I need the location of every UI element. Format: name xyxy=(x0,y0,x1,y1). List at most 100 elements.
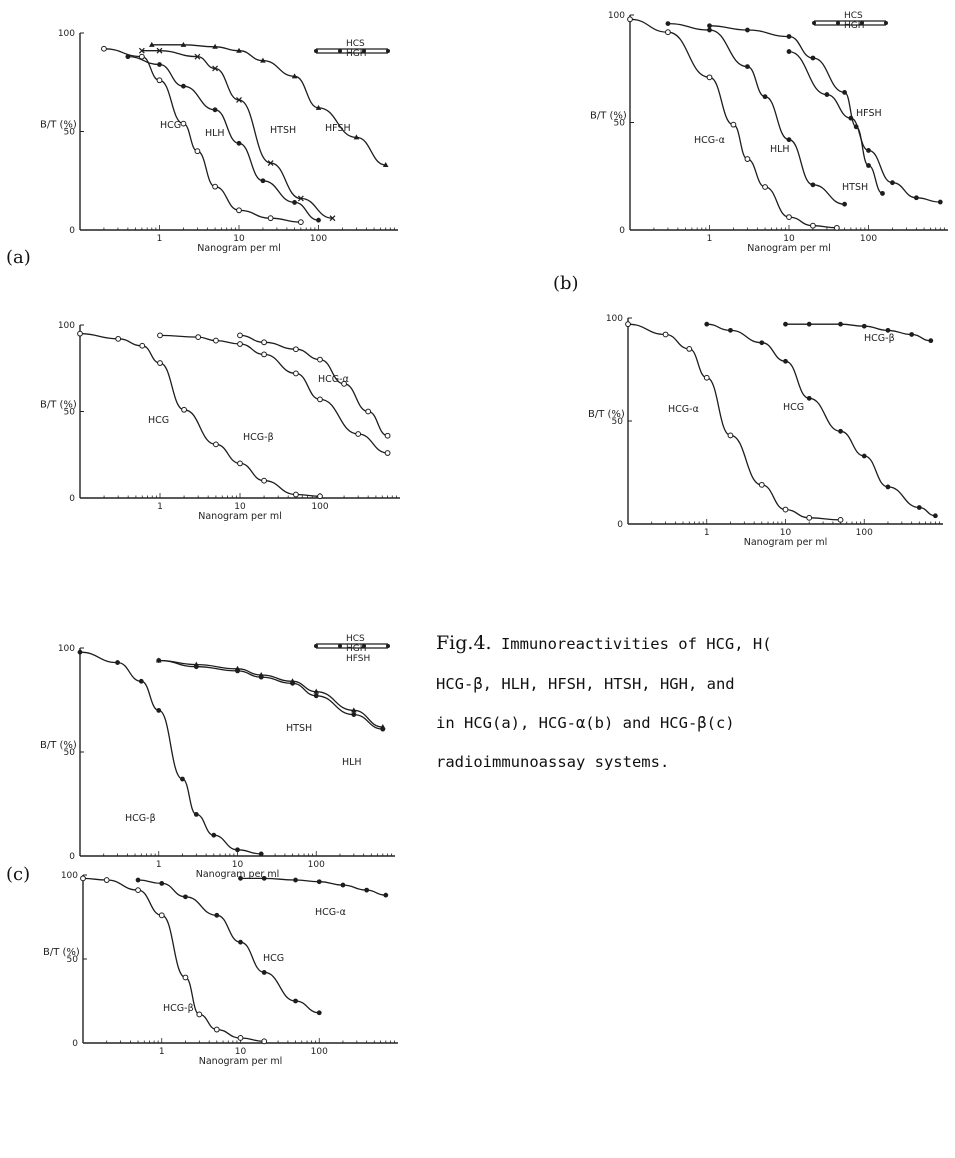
y-tick-label: 100 xyxy=(58,644,75,654)
data-point xyxy=(786,49,792,54)
data-point xyxy=(703,374,710,381)
y-tick-label: 0 xyxy=(617,520,623,530)
data-point xyxy=(212,107,218,113)
data-point xyxy=(212,65,218,72)
data-point xyxy=(193,812,199,817)
y-tick-label: 0 xyxy=(72,1039,78,1049)
series-hcg: HCG xyxy=(704,321,938,519)
caption-figure-number: Fig.4. xyxy=(436,632,492,654)
series-label: HCG-α xyxy=(315,907,346,918)
data-point xyxy=(237,460,243,467)
x-tick-label: 100 xyxy=(856,528,873,538)
data-point xyxy=(810,222,816,229)
data-point xyxy=(193,664,199,670)
data-point xyxy=(810,55,816,61)
data-point xyxy=(317,493,323,500)
y-tick-label: 100 xyxy=(58,321,75,331)
data-point xyxy=(842,201,847,207)
data-point xyxy=(267,160,274,166)
series-label: HTSH xyxy=(842,182,868,193)
series-label: HFSH xyxy=(325,123,351,134)
data-point xyxy=(182,974,189,981)
data-point xyxy=(728,327,733,333)
series-hcg-alpha: HCG-α xyxy=(237,332,391,439)
x-tick-label: 100 xyxy=(311,502,328,512)
legend-marker xyxy=(386,644,390,648)
data-point xyxy=(353,134,360,140)
data-point xyxy=(103,877,110,883)
data-point xyxy=(744,156,751,162)
data-point xyxy=(115,335,122,342)
data-point xyxy=(238,875,243,881)
data-point xyxy=(707,23,712,29)
data-point xyxy=(890,180,895,186)
data-point xyxy=(837,516,844,523)
data-point xyxy=(194,148,201,155)
panel-label-a: (a) xyxy=(6,247,31,268)
series-label: HTSH xyxy=(286,723,312,734)
data-point xyxy=(848,115,854,121)
data-point xyxy=(706,74,713,81)
data-point xyxy=(157,332,163,339)
legend-line xyxy=(316,643,388,649)
y-tick-label: 100 xyxy=(606,314,623,324)
data-point xyxy=(782,506,789,513)
data-point xyxy=(260,57,266,63)
data-point xyxy=(180,776,185,782)
data-point xyxy=(236,207,242,214)
data-point xyxy=(293,877,298,883)
data-point xyxy=(297,195,304,202)
data-point xyxy=(627,16,633,23)
y-axis-label: B/T (%) xyxy=(40,120,77,131)
data-point xyxy=(135,887,141,894)
series-line xyxy=(137,879,320,1014)
series-hcg-alpha: HCG-α xyxy=(238,875,389,918)
y-tick-label: 0 xyxy=(69,494,75,504)
x-axis-label: Nanogram per ml xyxy=(747,243,831,254)
series-label: HCG-α xyxy=(694,135,725,146)
data-point xyxy=(317,396,323,403)
data-point xyxy=(157,62,162,67)
series-label: HCG-α xyxy=(668,404,699,415)
y-tick-label: 50 xyxy=(614,119,626,129)
series-hcg-alpha: HCG-α xyxy=(627,16,840,231)
data-point xyxy=(707,27,712,33)
legend-label: HCS xyxy=(346,634,365,644)
data-point xyxy=(290,680,295,686)
data-point xyxy=(261,339,267,346)
y-tick-label: 0 xyxy=(619,226,625,236)
y-tick-label: 50 xyxy=(67,955,79,965)
series-label: HLH xyxy=(342,757,362,768)
series-line xyxy=(141,50,333,219)
data-point xyxy=(786,34,792,39)
data-point xyxy=(329,215,336,222)
data-point xyxy=(115,660,120,665)
data-point xyxy=(727,432,734,439)
y-tick-label: 0 xyxy=(69,226,75,236)
data-point xyxy=(783,321,788,327)
x-tick-label: 100 xyxy=(308,860,325,870)
data-point xyxy=(806,321,812,327)
legend-marker xyxy=(314,49,318,53)
data-point xyxy=(810,182,816,188)
data-point xyxy=(380,726,386,732)
data-point xyxy=(293,370,299,377)
data-point xyxy=(101,45,107,52)
data-point xyxy=(842,90,847,95)
data-point xyxy=(786,137,792,143)
series-label: HCG xyxy=(148,415,169,426)
y-tick-label: 100 xyxy=(608,11,625,21)
data-point xyxy=(806,395,812,401)
data-point xyxy=(662,331,669,338)
data-point xyxy=(77,649,83,655)
series-line xyxy=(627,323,841,521)
data-point xyxy=(313,688,320,694)
data-point xyxy=(236,47,242,53)
data-point xyxy=(316,217,321,223)
chart-b1: 100 50 0 1 10 100 Nanogram per ml B/T (%) HCG-α H… xyxy=(590,11,948,254)
series-label: HLH xyxy=(205,128,225,139)
data-point xyxy=(833,224,840,231)
